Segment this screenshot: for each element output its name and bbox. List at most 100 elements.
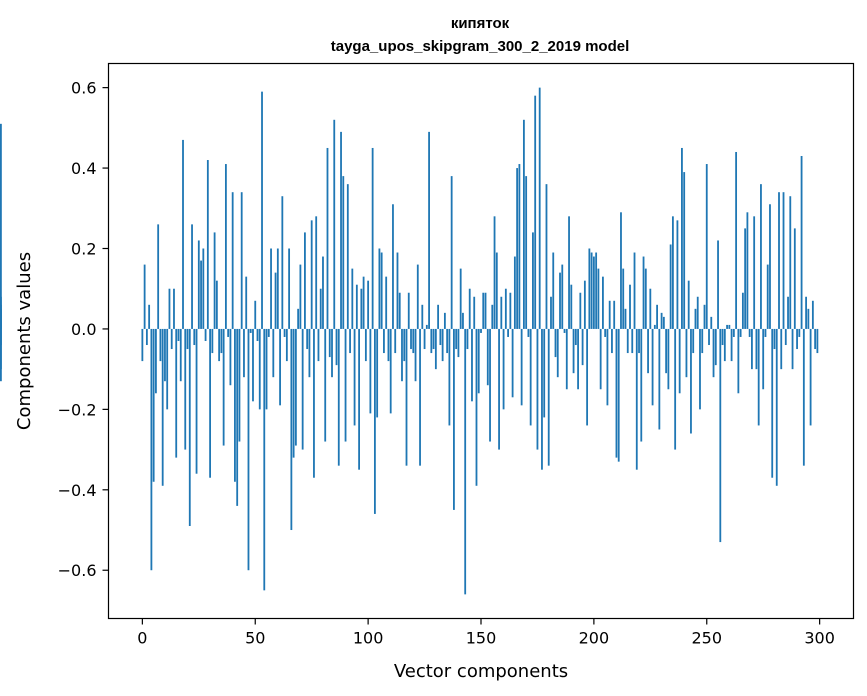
bar [683, 172, 686, 329]
bar [547, 328, 550, 466]
bar [482, 292, 485, 329]
bar [285, 328, 288, 362]
bar [299, 264, 302, 329]
bar [428, 131, 430, 329]
bar [597, 268, 600, 329]
bar [746, 212, 749, 329]
bar [696, 296, 699, 329]
bar [662, 316, 665, 329]
bar [495, 252, 498, 329]
bar [385, 276, 388, 329]
x-axis-label: Vector components [394, 661, 568, 682]
bar [186, 328, 189, 350]
bar [545, 184, 548, 329]
bar [615, 328, 618, 458]
bar [249, 328, 252, 333]
bar [270, 248, 272, 329]
bar [477, 328, 480, 394]
bar [279, 328, 281, 406]
bar [737, 328, 740, 394]
bar [425, 324, 428, 329]
bar [265, 328, 268, 410]
bar [723, 328, 726, 362]
bar [392, 204, 394, 329]
y-tick-label: 0.0 [71, 320, 96, 339]
bar [484, 292, 487, 329]
bar [635, 328, 638, 470]
bar [448, 328, 451, 426]
bar [592, 256, 595, 329]
bar [532, 232, 534, 329]
bar [355, 284, 358, 329]
bar [222, 328, 225, 446]
bar [771, 328, 774, 478]
bar [626, 328, 629, 354]
bar [443, 312, 446, 329]
bar [197, 240, 200, 329]
bar [351, 268, 354, 329]
bar [195, 328, 198, 474]
bar [243, 328, 245, 378]
bar [353, 328, 356, 426]
bar [649, 288, 652, 329]
bar [229, 328, 232, 386]
y-tick-label: −0.4 [58, 481, 97, 500]
bar [297, 308, 300, 329]
bar [769, 204, 771, 329]
bar [224, 164, 227, 329]
bar [604, 328, 607, 337]
bar [656, 304, 658, 329]
bar [665, 328, 668, 374]
bar [306, 328, 309, 350]
bar [236, 328, 239, 506]
bar [602, 276, 604, 329]
bar [0, 123, 2, 329]
bar [254, 300, 257, 329]
bar [809, 328, 812, 426]
bar [380, 252, 383, 329]
bar [798, 328, 801, 337]
bar [719, 328, 722, 543]
bar [204, 328, 207, 341]
bar [550, 296, 552, 329]
y-tick-label: −0.6 [58, 561, 97, 580]
bar [0, 328, 2, 346]
bar [751, 328, 753, 370]
bar [757, 328, 760, 426]
bar [378, 248, 381, 329]
bar [480, 328, 482, 333]
bar [150, 328, 153, 571]
bar [511, 328, 514, 398]
bar [292, 328, 295, 458]
bar [491, 304, 494, 329]
bar [741, 292, 744, 329]
bar [669, 244, 672, 329]
bar [633, 252, 636, 329]
bar [541, 328, 543, 470]
bar [620, 212, 622, 329]
bar [401, 328, 403, 382]
bar [651, 328, 654, 406]
bar [475, 328, 478, 486]
bar [525, 176, 528, 329]
bar [692, 328, 695, 354]
bar [252, 328, 254, 402]
y-axis-ticks: −0.6 −0.4 −0.2 0.0 0.2 0.4 0.6 [58, 79, 109, 580]
bar [717, 240, 719, 329]
bar [559, 272, 561, 329]
bar [516, 168, 519, 329]
bar [522, 119, 525, 329]
bar [705, 164, 708, 329]
bar [509, 292, 512, 329]
bar [748, 328, 751, 337]
bar [349, 328, 351, 354]
bar [730, 328, 733, 362]
bar [437, 304, 440, 329]
bar [0, 328, 2, 382]
bar [586, 328, 589, 426]
bar [245, 276, 248, 329]
x-tick-label: 150 [466, 629, 497, 648]
bar [247, 328, 250, 571]
x-tick-label: 100 [353, 629, 384, 648]
bar [369, 328, 372, 414]
